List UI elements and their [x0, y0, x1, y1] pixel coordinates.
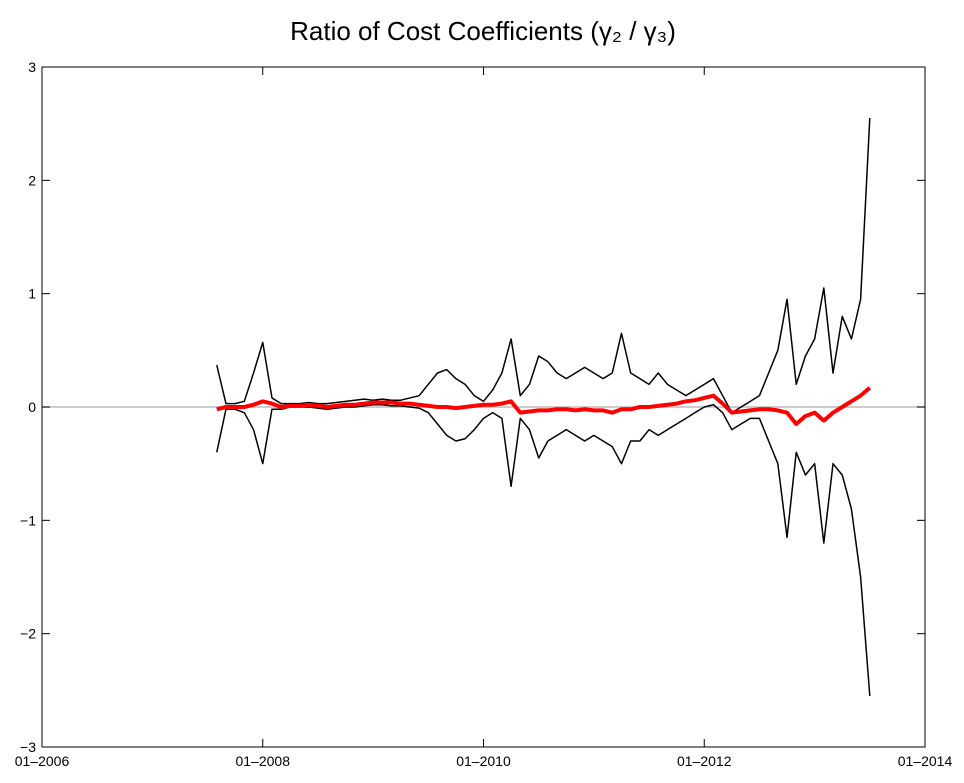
x-tick-label: 01–2010 [456, 753, 511, 769]
y-tick-label: −1 [20, 512, 36, 528]
x-tick-label: 01–2014 [898, 753, 953, 769]
series-line [216, 386, 872, 426]
y-tick-label: −2 [20, 626, 36, 642]
y-tick-label: 1 [28, 286, 36, 302]
y-tick-label: 0 [28, 399, 36, 415]
y-tick-label: 2 [28, 172, 36, 188]
chart-title: Ratio of Cost Coefficients (γ₂ / γ₃) [290, 16, 676, 46]
y-tick-label: −3 [20, 739, 36, 755]
series-line [216, 117, 871, 414]
series-line [216, 403, 871, 697]
x-tick-label: 01–2012 [677, 753, 732, 769]
y-tick-label: 3 [28, 59, 36, 75]
x-tick-label: 01–2008 [235, 753, 290, 769]
x-tick-label: 01–2006 [15, 753, 70, 769]
